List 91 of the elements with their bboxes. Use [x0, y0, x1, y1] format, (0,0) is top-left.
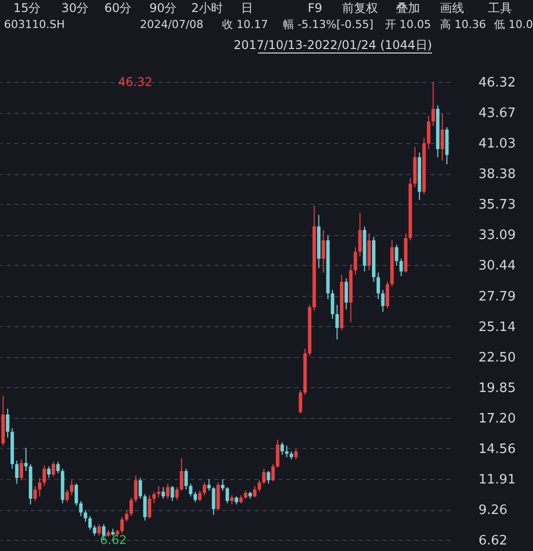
chart-subtitle: 2017/10/13-2022/01/24 (1044日) [234, 38, 432, 52]
candlestick [175, 486, 179, 500]
candlestick [33, 486, 37, 502]
annotation: 46.32 [118, 75, 152, 89]
candlestick [376, 272, 380, 300]
candlestick [399, 258, 403, 277]
text: F9 [308, 1, 322, 15]
text: 前复权 [342, 1, 378, 15]
y-tick-label: 22.50 [478, 350, 516, 366]
candlestick [394, 244, 398, 266]
text: 开 10.05 [385, 18, 431, 31]
candlestick [20, 458, 24, 481]
candlestick [253, 486, 256, 498]
y-tick-label: 6.62 [478, 534, 508, 548]
candlestick [354, 246, 358, 276]
candlestick [198, 490, 202, 502]
text: 高 10.36 [440, 18, 486, 31]
candlestick [138, 477, 142, 500]
candlestick [322, 229, 326, 274]
candlestick [271, 464, 275, 482]
y-tick-label: 19.85 [478, 380, 516, 396]
text: 画线 [440, 1, 464, 15]
candlestick [162, 486, 165, 500]
candlestick [202, 482, 206, 496]
text: 2小时 [191, 1, 223, 15]
candlestick [262, 468, 266, 484]
candlestick [220, 478, 224, 492]
candlestick [276, 439, 280, 468]
y-tick-label: 46.32 [478, 76, 516, 90]
y-tick-label: 11.91 [478, 472, 516, 488]
candlestick [120, 516, 124, 534]
candlestick [74, 483, 78, 506]
y-tick-label: 38.38 [478, 167, 516, 182]
candlestick [344, 278, 348, 310]
text: 收 10.17 [222, 18, 268, 31]
candlestick [92, 524, 96, 536]
candlestick [143, 494, 147, 522]
candlestick [212, 486, 216, 516]
text: 低 10.0 [494, 18, 533, 31]
y-tick-label: 33.09 [478, 228, 516, 244]
candlestick [386, 281, 390, 309]
text: 60分 [104, 1, 132, 15]
candlestick [65, 488, 69, 503]
candlestick [134, 475, 138, 503]
y-tick-label: 14.56 [478, 442, 516, 457]
candlestick [258, 480, 262, 492]
candlestick [70, 480, 74, 496]
candlestick [84, 510, 88, 522]
candlestick [335, 304, 339, 340]
text: 叠加 [396, 1, 420, 15]
candlestick [129, 497, 133, 517]
candlestick [47, 466, 51, 478]
candlestick [188, 483, 192, 497]
candlestick [426, 115, 430, 150]
text: 30分 [61, 1, 89, 15]
candlestick [15, 460, 19, 484]
candlestick [294, 448, 298, 460]
y-tick-label: 43.67 [478, 106, 516, 122]
candlestick [194, 491, 197, 503]
y-tick-label: 30.44 [478, 258, 516, 274]
y-tick-label: 41.03 [478, 136, 516, 152]
candlestick [184, 468, 188, 490]
y-tick-label: 25.14 [478, 320, 516, 335]
candlestick [152, 491, 156, 504]
candlestick [226, 486, 230, 504]
text: 幅 -5.13%[-0.55] [283, 18, 374, 31]
candlestick [170, 486, 174, 502]
candlestick [124, 510, 128, 522]
y-tick-label: 17.20 [478, 411, 516, 426]
candlestick [79, 500, 83, 517]
candlestick [97, 524, 101, 536]
chart-title: 603110.SH [4, 18, 65, 31]
candlestick [280, 442, 284, 456]
candlestick [52, 461, 56, 478]
y-tick-label: 35.73 [478, 198, 516, 213]
y-tick-label: 9.26 [478, 503, 508, 518]
text: 90分 [149, 1, 177, 15]
annotation: 6.62 [100, 533, 127, 547]
candlestick [166, 483, 170, 500]
candlestick [42, 464, 46, 487]
candlestick [381, 289, 385, 312]
candlestick [431, 82, 435, 127]
candlestick [38, 477, 42, 497]
text: 2024/07/08 [140, 18, 204, 31]
text: 日 [241, 1, 253, 15]
candlestick [6, 408, 10, 438]
candlestick [440, 112, 444, 162]
y-tick-label: 27.79 [478, 289, 516, 304]
candlestick [230, 494, 234, 505]
text: 15分 [13, 1, 41, 15]
text: 工具 [488, 1, 512, 15]
